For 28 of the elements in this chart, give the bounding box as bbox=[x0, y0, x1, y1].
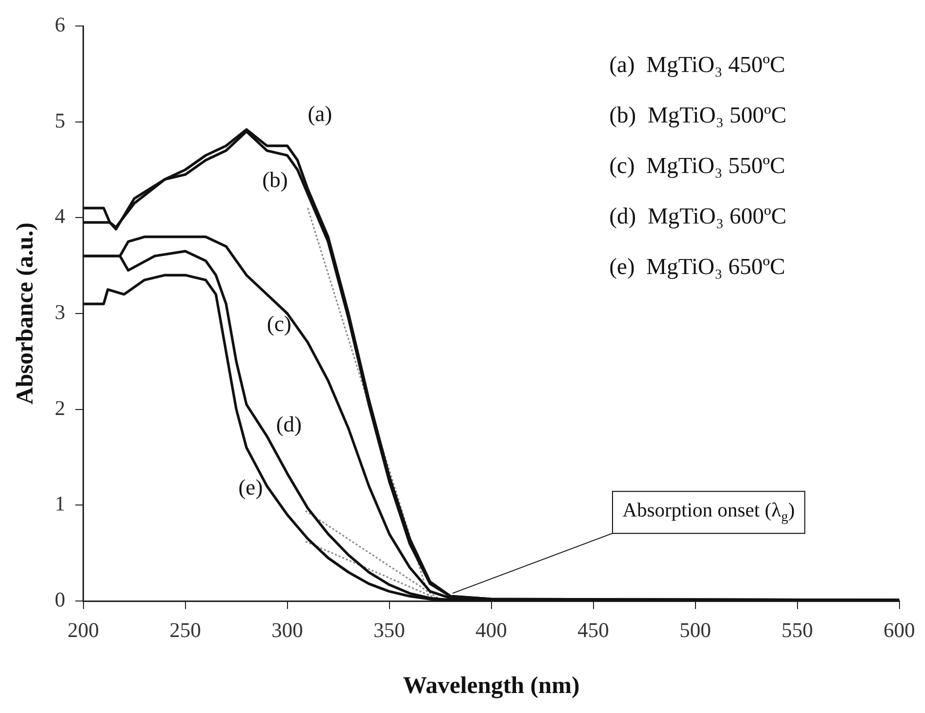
y-tick-label: 3 bbox=[54, 300, 66, 324]
series-label: (d) bbox=[276, 411, 302, 436]
x-tick-label: 400 bbox=[476, 618, 508, 642]
y-tick-label: 1 bbox=[54, 492, 66, 516]
series-label: (b) bbox=[262, 167, 288, 192]
y-axis-title: Absorbance (a.u.) bbox=[12, 222, 39, 405]
x-tick-label: 350 bbox=[374, 618, 406, 642]
x-tick-label: 500 bbox=[680, 618, 712, 642]
annotation: (a) MgTiO₃ 450ºC bbox=[609, 52, 786, 78]
x-tick-label: 200 bbox=[68, 618, 100, 642]
x-tick-label: 250 bbox=[170, 618, 202, 642]
y-tick-label: 2 bbox=[54, 396, 66, 420]
y-tick-label: 5 bbox=[54, 108, 66, 132]
annotation: (b) MgTiO₃ 500ºC bbox=[609, 102, 787, 128]
series-label: (c) bbox=[266, 310, 292, 336]
annotation: (e) MgTiO₃ 650ºC bbox=[609, 254, 786, 280]
x-tick-label: 300 bbox=[272, 618, 304, 642]
x-tick-label: 450 bbox=[578, 618, 610, 642]
annotation: (c) MgTiO₃ 550ºC bbox=[609, 153, 786, 178]
x-tick-label: 550 bbox=[782, 618, 814, 642]
x-axis-title: Wavelength (nm) bbox=[402, 672, 580, 699]
annotation: (d) MgTiO₃ 600ºC bbox=[609, 204, 787, 229]
series-label: (a) bbox=[308, 100, 332, 126]
y-tick-label: 6 bbox=[54, 12, 66, 37]
x-tick-label: 600 bbox=[884, 618, 915, 642]
y-tick-label: 0 bbox=[54, 588, 66, 612]
series-label: (e) bbox=[238, 474, 263, 500]
y-tick-label: 4 bbox=[54, 204, 66, 228]
